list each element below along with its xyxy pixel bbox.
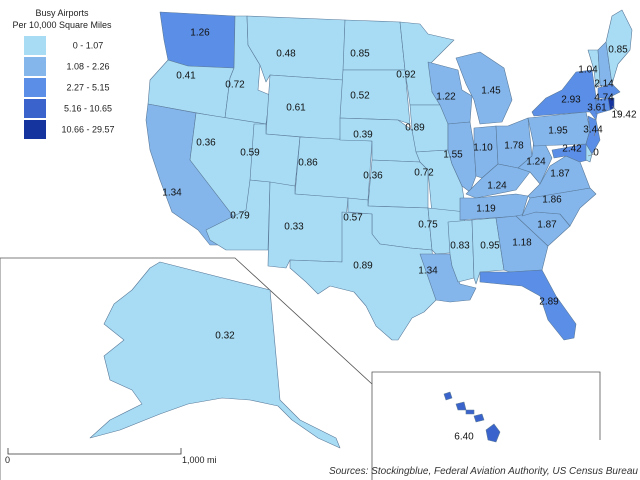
scale-bar: 0 1,000 mi bbox=[5, 448, 217, 465]
label-IL: 1.55 bbox=[443, 150, 463, 161]
label-AZ: 0.79 bbox=[230, 211, 250, 222]
label-OR: 0.41 bbox=[176, 71, 196, 82]
label-MN: 0.92 bbox=[396, 70, 416, 81]
label-ME: 0.85 bbox=[608, 45, 628, 56]
label-AR: 0.75 bbox=[418, 220, 438, 231]
state-SD[interactable] bbox=[339, 69, 411, 125]
legend-swatch bbox=[24, 78, 46, 97]
label-FL: 2.89 bbox=[539, 297, 559, 308]
alaska-inset-frame bbox=[0, 257, 373, 480]
legend-swatch bbox=[24, 36, 46, 55]
label-WV: 1.24 bbox=[526, 157, 546, 168]
label-GA: 1.18 bbox=[512, 238, 532, 249]
label-VA: 1.87 bbox=[550, 169, 570, 180]
label-NV: 0.36 bbox=[196, 138, 216, 149]
state-TX[interactable] bbox=[289, 211, 437, 341]
label-OH: 1.78 bbox=[504, 141, 524, 152]
state-HI[interactable] bbox=[485, 423, 501, 443]
label-NJ: 3.44 bbox=[583, 125, 603, 136]
label-CT: 3.61 bbox=[587, 103, 607, 114]
label-RI: 19.42 bbox=[611, 110, 636, 121]
label-TX: 0.89 bbox=[353, 261, 373, 272]
state-KS[interactable] bbox=[367, 159, 429, 209]
label-NC: 1.86 bbox=[542, 195, 562, 206]
state-MA[interactable] bbox=[597, 83, 621, 99]
label-AL: 0.95 bbox=[480, 241, 500, 252]
label-MA: 4.74 bbox=[594, 93, 614, 104]
label-TN: 1.19 bbox=[476, 204, 496, 215]
label-NE: 0.39 bbox=[353, 130, 373, 141]
legend-label: 10.66 - 29.57 bbox=[61, 124, 114, 134]
legend-label: 5.16 - 10.65 bbox=[64, 103, 112, 113]
label-MT: 0.48 bbox=[276, 49, 296, 60]
label-UT: 0.59 bbox=[240, 148, 260, 159]
label-OK: 0.57 bbox=[343, 213, 363, 224]
scale-bar-end: 1,000 mi bbox=[182, 455, 217, 465]
scale-bar-start: 0 bbox=[5, 455, 10, 465]
state-ME[interactable] bbox=[605, 9, 633, 85]
label-WY: 0.61 bbox=[286, 103, 306, 114]
state-HI-maui[interactable] bbox=[473, 413, 485, 423]
label-CA: 1.34 bbox=[162, 188, 182, 199]
legend-title-line1: Busy Airports bbox=[35, 8, 89, 18]
state-FL[interactable] bbox=[479, 269, 577, 341]
label-MI: 1.45 bbox=[481, 86, 501, 97]
label-IA: 0.89 bbox=[405, 123, 425, 134]
label-PA: 1.95 bbox=[548, 126, 568, 137]
label-KY: 1.24 bbox=[487, 181, 507, 192]
leader-de bbox=[587, 153, 595, 157]
state-ND[interactable] bbox=[342, 19, 406, 71]
legend-title-line2: Per 10,000 Square Miles bbox=[12, 20, 112, 30]
label-MO: 0.72 bbox=[414, 168, 434, 179]
label-WI: 1.22 bbox=[436, 92, 456, 103]
state-VT[interactable] bbox=[587, 49, 601, 89]
state-HI-kauai[interactable] bbox=[443, 391, 453, 401]
leader-nj bbox=[593, 129, 597, 137]
state-MT[interactable] bbox=[246, 15, 346, 83]
label-NH: 2.14 bbox=[594, 79, 614, 90]
label-HI: 6.40 bbox=[454, 432, 474, 443]
legend-label: 0 - 1.07 bbox=[73, 40, 104, 50]
legend-swatch bbox=[24, 120, 46, 139]
legend: Busy Airports Per 10,000 Square Miles 0 … bbox=[12, 8, 115, 139]
label-MS: 0.83 bbox=[450, 241, 470, 252]
label-NY: 2.93 bbox=[561, 95, 581, 106]
hawaii-islands bbox=[443, 391, 501, 443]
states-layer bbox=[145, 9, 633, 341]
label-KS: 0.36 bbox=[363, 171, 383, 182]
state-WV[interactable] bbox=[517, 139, 553, 185]
state-HI-oahu[interactable] bbox=[455, 401, 467, 411]
label-DE: 0 bbox=[593, 148, 599, 159]
label-MD: 2.42 bbox=[562, 144, 582, 155]
label-NM: 0.33 bbox=[284, 222, 304, 233]
state-AK[interactable] bbox=[89, 261, 341, 449]
label-CO: 0.86 bbox=[298, 158, 318, 169]
state-MI[interactable] bbox=[455, 51, 513, 125]
label-VT: 1.04 bbox=[578, 65, 598, 76]
label-AK: 0.32 bbox=[215, 331, 235, 342]
state-HI-molokai[interactable] bbox=[465, 409, 475, 415]
label-SD: 0.52 bbox=[350, 91, 370, 102]
legend-label: 2.27 - 5.15 bbox=[66, 82, 109, 92]
leader-ri bbox=[611, 105, 621, 115]
label-ID: 0.72 bbox=[225, 80, 245, 91]
hawaii-inset-frame bbox=[371, 371, 601, 440]
labels-layer: 1.26 0.41 1.34 0.72 0.36 0.48 0.61 0.59 … bbox=[162, 28, 637, 443]
state-DE[interactable] bbox=[585, 143, 593, 163]
label-ND: 0.85 bbox=[350, 49, 370, 60]
source-note: Sources: Stockingblue, Federal Aviation … bbox=[329, 466, 638, 477]
state-NH[interactable] bbox=[597, 41, 613, 87]
label-WA: 1.26 bbox=[190, 28, 210, 39]
legend-label: 1.08 - 2.26 bbox=[66, 61, 109, 71]
label-IN: 1.10 bbox=[473, 143, 493, 154]
state-WA[interactable] bbox=[159, 11, 236, 69]
label-SC: 1.87 bbox=[537, 220, 557, 231]
legend-swatch bbox=[24, 99, 46, 118]
legend-swatch bbox=[24, 57, 46, 76]
label-LA: 1.34 bbox=[418, 266, 438, 277]
